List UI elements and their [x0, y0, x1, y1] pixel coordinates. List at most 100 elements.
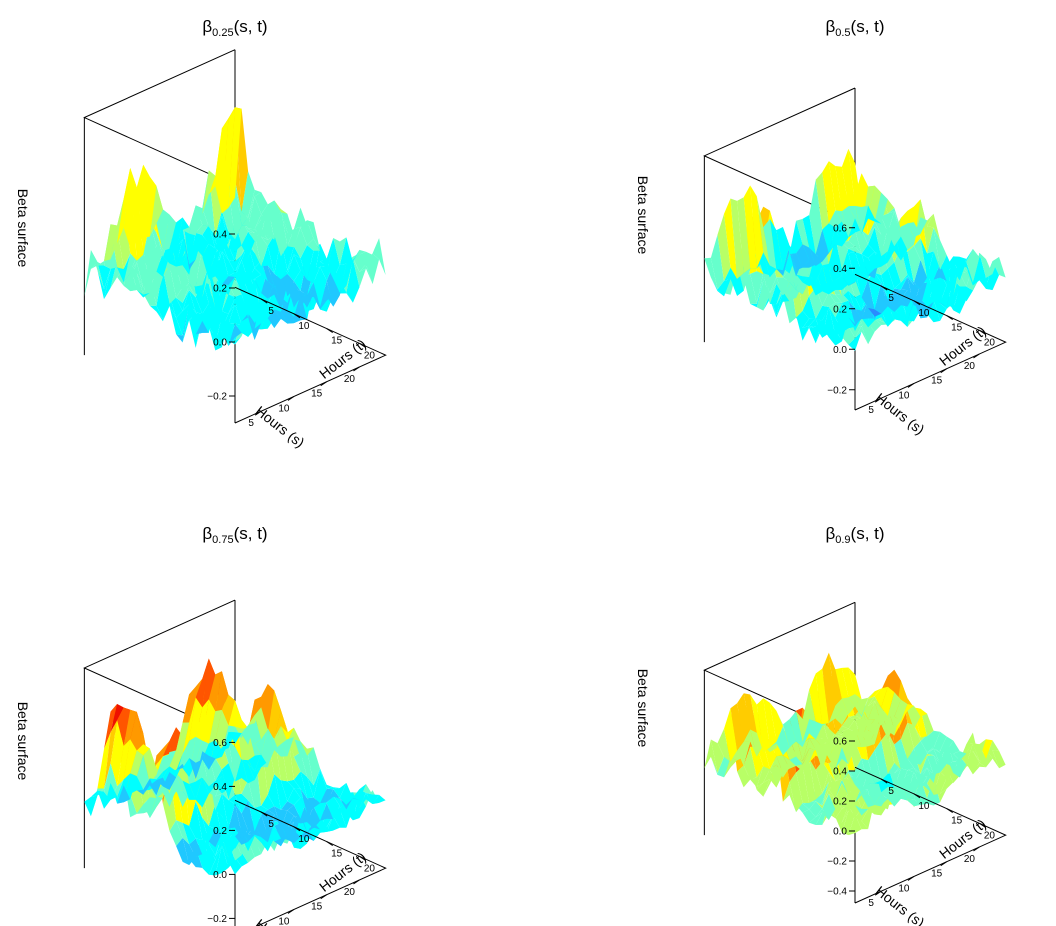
surface-facet	[802, 244, 816, 266]
surface-facet	[228, 107, 242, 208]
surface-facet	[143, 748, 157, 784]
surface-facet	[320, 240, 334, 275]
surface-facet	[776, 277, 790, 296]
t-tick-label: 15	[951, 323, 963, 334]
surface-facet	[320, 280, 334, 307]
surface-facet	[143, 253, 157, 282]
surface-facet	[215, 671, 229, 712]
t-axis-ticks: 5 10 15 20	[880, 285, 995, 348]
surface-facet	[828, 758, 842, 782]
surface-facet	[835, 221, 849, 247]
surface-facet	[894, 768, 908, 789]
surface-facet	[972, 252, 986, 286]
surface-facet	[874, 192, 888, 224]
surface-facet	[143, 796, 157, 818]
surface-facet	[881, 268, 895, 300]
surface-facet	[887, 708, 901, 736]
surface-facet	[195, 265, 209, 298]
surface-facet	[241, 244, 255, 281]
surface-facet	[809, 737, 823, 750]
surface-facet	[136, 290, 150, 298]
surface-facet	[176, 820, 190, 845]
surface-facet	[789, 772, 803, 812]
surface-facet	[221, 284, 235, 312]
surface-facet	[809, 318, 823, 338]
surface-facet	[241, 800, 255, 832]
surface-facet	[195, 751, 209, 779]
surface-facet	[782, 719, 797, 747]
surface-facet	[809, 673, 823, 725]
surface-facet	[743, 747, 757, 780]
surface-facet	[280, 801, 294, 811]
surface-facet	[907, 722, 921, 749]
surface-facet	[169, 772, 183, 794]
surface-facet	[307, 797, 321, 808]
surface-facet	[267, 774, 281, 810]
surface-facet	[176, 772, 190, 800]
surface-facet	[123, 776, 137, 800]
surface-facet	[848, 769, 862, 781]
surface-facet	[789, 756, 803, 766]
surface-facet	[920, 734, 934, 753]
surface-facet	[248, 196, 262, 230]
surface-facet	[802, 275, 816, 287]
surface-facet	[789, 252, 803, 277]
surface-facet	[202, 278, 216, 315]
s-tick	[874, 890, 882, 896]
surface-facet	[202, 170, 216, 214]
surface-facet	[326, 238, 340, 279]
s-tick	[940, 368, 947, 374]
surface-facet	[267, 690, 281, 739]
surface-facet	[104, 720, 118, 789]
t-axis-ticks: 5 10 15 20	[880, 778, 995, 841]
surface-facet	[828, 306, 842, 335]
surface-facet	[913, 767, 927, 780]
surface-facet	[254, 728, 268, 755]
surface-facet	[176, 763, 190, 777]
surface-facet	[913, 238, 928, 278]
surface-facet	[300, 827, 314, 841]
surface-facet	[176, 217, 190, 256]
surface-facet	[907, 705, 921, 729]
surface-facet	[835, 237, 849, 270]
surface-facet	[894, 210, 908, 250]
t-tick-label: 10	[298, 834, 310, 845]
z-tick-label: 0.4	[833, 767, 847, 778]
surface-facet	[359, 251, 373, 267]
surface-mesh	[84, 107, 386, 351]
surface-facet	[176, 837, 190, 865]
surface-facet	[986, 740, 1000, 759]
surface-facet	[841, 717, 855, 729]
s-tick	[973, 353, 980, 359]
surface-facet	[208, 243, 222, 275]
surface-facet	[267, 309, 281, 328]
surface-facet	[287, 281, 301, 297]
surface-facet	[855, 718, 869, 741]
surface-facet	[737, 693, 751, 742]
t-tick-label: 15	[331, 336, 343, 347]
surface-facet	[300, 220, 314, 246]
surface-facet	[927, 755, 941, 775]
surface-facet	[293, 228, 308, 259]
surface-facet	[868, 688, 882, 699]
s-tick-label: 15	[311, 389, 323, 400]
surface-facet	[796, 766, 810, 803]
surface-facet	[769, 756, 783, 774]
t-tick	[359, 342, 366, 348]
surface-facet	[861, 777, 875, 796]
surface-facet	[189, 697, 203, 741]
surface-facet	[841, 728, 855, 748]
surface-facet	[241, 759, 255, 772]
surface-facet	[136, 778, 150, 795]
surface-facet	[241, 196, 255, 226]
surface-facet	[241, 840, 255, 863]
surface-facet	[293, 288, 308, 297]
surface-facet	[300, 245, 314, 280]
surface-facet	[110, 704, 124, 733]
surface-facet	[162, 782, 176, 807]
surface-facet	[828, 652, 842, 706]
surface-facet	[176, 304, 190, 336]
t-tick-label: 5	[268, 819, 274, 830]
surface-facet	[782, 781, 797, 812]
surface-facet	[900, 276, 914, 306]
